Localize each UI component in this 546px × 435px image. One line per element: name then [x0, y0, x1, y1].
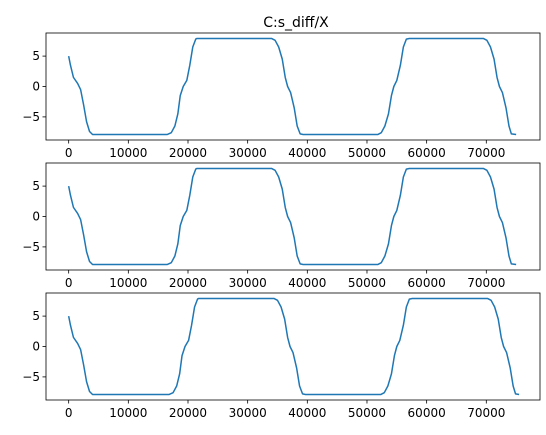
x-tick-label: 70000 [467, 276, 505, 290]
y-tick-label: 0 [32, 210, 40, 224]
x-tick-label: 60000 [408, 146, 446, 160]
series-line-1 [67, 297, 520, 396]
x-tick-label: 30000 [229, 276, 267, 290]
subplot-1: 0 10000 20000 30000 40000 50000 60000 70000 5 0 −5 [22, 32, 541, 160]
x-tick-label: 60000 [408, 276, 446, 290]
x-tick-label: 0 [65, 406, 73, 420]
y-tick-label: 5 [32, 309, 40, 323]
x-tick-label: 40000 [288, 406, 326, 420]
figure-title: C:s_diff/X [263, 15, 329, 31]
y-tick-label: 5 [32, 179, 40, 193]
x-tick-label: 60000 [408, 406, 446, 420]
subplot-3: 0 10000 20000 30000 40000 50000 60000 70000 5 0 −5 [22, 292, 541, 420]
x-tick-label: 40000 [288, 146, 326, 160]
series-line-1 [67, 167, 517, 266]
x-tick-label: 50000 [348, 406, 386, 420]
x-tick-label: 10000 [109, 406, 147, 420]
y-tick-label: 5 [32, 49, 40, 63]
series-line-1 [67, 37, 517, 136]
subplots: 0 10000 20000 30000 40000 50000 60000 7000050−5… [22, 32, 541, 420]
x-tick-label: 20000 [169, 276, 207, 290]
x-tick-label: 70000 [467, 406, 505, 420]
y-tick-label: −5 [22, 240, 40, 254]
x-tick-label: 20000 [169, 146, 207, 160]
x-tick-label: 30000 [229, 146, 267, 160]
subplot-2: 0 10000 20000 30000 40000 50000 60000 70000 5 0 −5 [22, 162, 541, 290]
x-tick-label: 50000 [348, 146, 386, 160]
x-tick-label: 40000 [288, 276, 326, 290]
y-tick-label: 0 [32, 80, 40, 94]
x-tick-label: 20000 [169, 406, 207, 420]
axes-frame [45, 32, 541, 141]
x-tick-label: 0 [65, 146, 73, 160]
y-tick-label: −5 [22, 370, 40, 384]
x-tick-label: 30000 [229, 406, 267, 420]
x-tick-label: 10000 [109, 276, 147, 290]
axes-frame [45, 162, 541, 271]
axes-frame [45, 292, 541, 401]
x-tick-label: 10000 [109, 146, 147, 160]
x-tick-label: 50000 [348, 276, 386, 290]
y-tick-label: 0 [32, 340, 40, 354]
y-tick-label: −5 [22, 110, 40, 124]
x-tick-label: 0 [65, 276, 73, 290]
x-tick-label: 70000 [467, 146, 505, 160]
